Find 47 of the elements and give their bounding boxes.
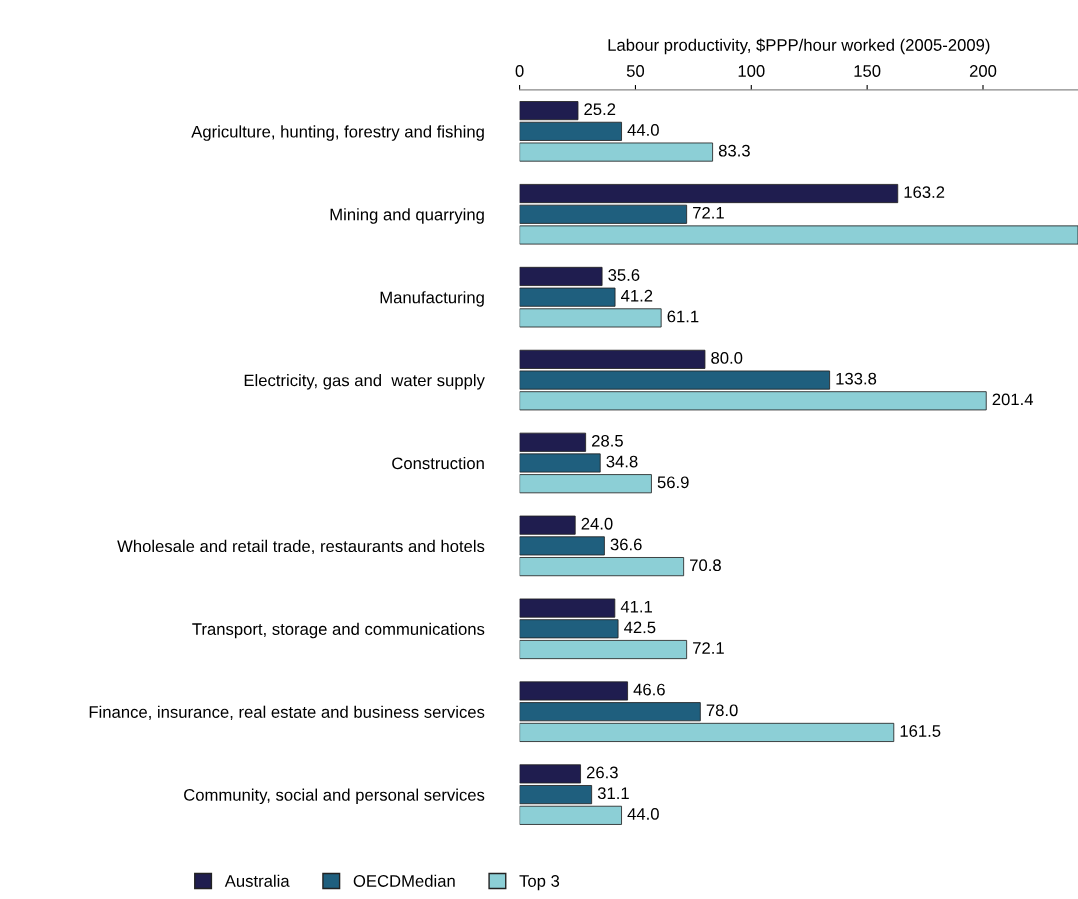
x-tick-label: 100 [738, 65, 765, 77]
y-tick-label: Manufacturing [380, 291, 484, 307]
y-tick-label: Electricity, gas and water supply [244, 374, 485, 390]
legend-label: Top 3 [519, 875, 560, 891]
data-label: 24.0 [581, 517, 613, 530]
data-label: 44.0 [627, 808, 659, 820]
data-label: 161.5 [900, 725, 941, 737]
data-label: 72.1 [693, 206, 724, 219]
y-tick-label: Construction [392, 456, 484, 470]
data-label: 36.6 [610, 538, 642, 551]
data-label: 46.6 [633, 683, 665, 696]
data-label: 83.3 [718, 144, 750, 157]
legend-label: OECDMedian [353, 874, 455, 887]
y-tick-label: Agriculture, hunting, forestry and fishing [191, 125, 484, 141]
y-tick-label: Wholesale and retail trade, restaurants and hotels [117, 539, 485, 555]
y-tick-label: Community, social and personal services [184, 788, 485, 805]
data-label: 56.9 [657, 476, 689, 489]
data-label: 163.2 [904, 186, 945, 199]
x-axis-title: Labour productivity, $PPP/hour worked (2005-2009) [608, 38, 990, 55]
data-label: 42.5 [624, 621, 656, 634]
bar [519, 101, 579, 121]
data-label: 28.5 [592, 434, 623, 447]
data-label: 133.8 [836, 372, 877, 385]
data-label: 41.1 [620, 600, 653, 613]
data-label: 44.0 [627, 124, 659, 136]
x-tick-label: 50 [626, 65, 645, 77]
data-label: 26.3 [586, 766, 618, 779]
data-label: 61.1 [667, 310, 699, 323]
y-tick-label: Finance, insurance, real estate and business services [89, 705, 485, 720]
bar [519, 722, 895, 742]
data-label: 78.0 [706, 704, 738, 717]
y-tick-label: Transport, storage and communications [192, 622, 485, 639]
data-label: 201.4 [992, 393, 1034, 406]
x-tick-label: 150 [854, 65, 881, 77]
legend-label: Australia [224, 874, 290, 887]
x-tick-label: 0 [515, 65, 524, 77]
data-label: 25.2 [584, 103, 616, 116]
data-label: 80.0 [711, 352, 743, 364]
data-label: 72.1 [693, 642, 724, 654]
data-label: 70.8 [690, 559, 721, 572]
data-label: 35.6 [608, 269, 640, 281]
data-label: 41.2 [621, 289, 653, 302]
bar [519, 805, 622, 825]
x-tick-label: 200 [969, 65, 997, 77]
y-tick-label: Mining and quarrying [330, 208, 484, 224]
data-label: 34.8 [606, 455, 638, 468]
data-label: 31.1 [597, 787, 629, 800]
